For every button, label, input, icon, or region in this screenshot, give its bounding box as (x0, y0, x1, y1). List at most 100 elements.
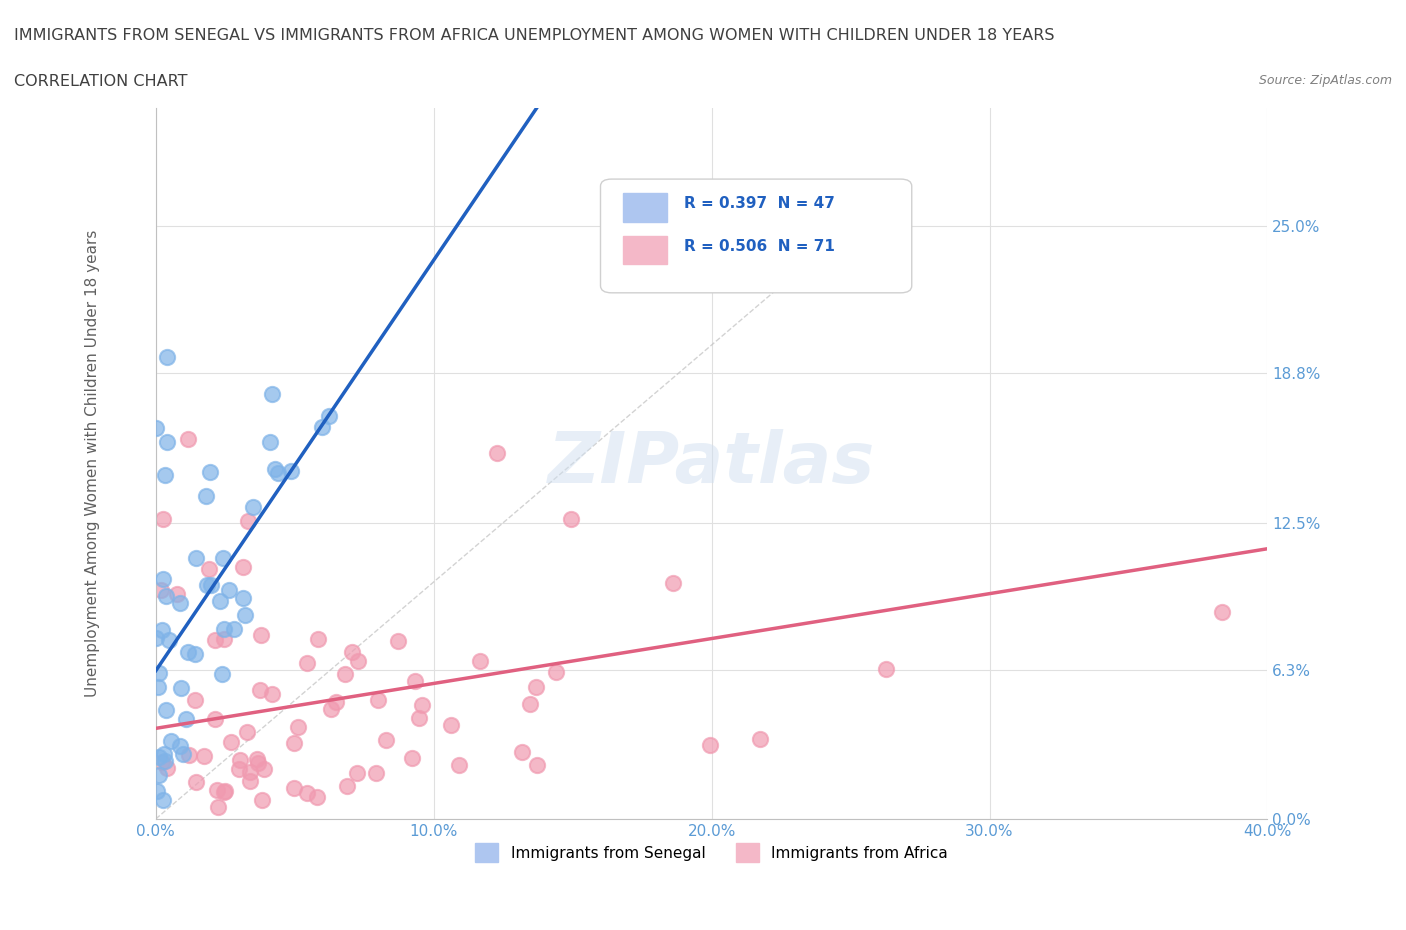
Point (145, 420, 167, 435)
Point (233, 607, 256, 622)
Point (336, 778, 359, 793)
Point (174, 711, 197, 726)
Point (307, 631, 329, 646)
Point (211, 667, 233, 682)
Point (155, 702, 177, 717)
Point (172, 746, 194, 761)
Y-axis label: Unemployment Among Women with Children Under 18 years: Unemployment Among Women with Children U… (86, 230, 100, 698)
Point (242, 500, 264, 515)
Point (283, 736, 305, 751)
Point (287, 719, 309, 734)
Point (526, 758, 548, 773)
Point (280, 464, 302, 479)
Point (211, 551, 233, 565)
Point (207, 800, 229, 815)
Point (145, 631, 167, 645)
Point (212, 621, 235, 636)
Point (184, 693, 207, 708)
Point (1284, 290, 1306, 305)
Point (447, 758, 470, 773)
Point (319, 702, 342, 717)
Point (169, 738, 191, 753)
Point (239, 765, 262, 780)
Point (232, 560, 254, 575)
Point (249, 683, 271, 698)
Point (297, 656, 319, 671)
Point (218, 582, 240, 597)
Point (228, 762, 250, 777)
Point (177, 432, 200, 446)
Point (367, 693, 389, 708)
Point (204, 632, 226, 647)
Point (305, 790, 328, 804)
Point (544, 664, 567, 679)
Point (519, 697, 541, 711)
Point (184, 646, 207, 661)
Point (195, 578, 218, 592)
Point (311, 420, 333, 435)
Text: R = 0.506  N = 71: R = 0.506 N = 71 (683, 239, 835, 254)
Point (411, 698, 433, 712)
FancyBboxPatch shape (600, 179, 911, 293)
Point (155, 753, 177, 768)
Point (408, 711, 430, 725)
Point (524, 680, 547, 695)
Point (748, 732, 770, 747)
Point (214, 784, 236, 799)
Point (246, 756, 269, 771)
Point (200, 578, 222, 592)
Point (153, 746, 176, 761)
Text: IMMIGRANTS FROM SENEGAL VS IMMIGRANTS FROM AFRICA UNEMPLOYMENT AMONG WOMEN WITH : IMMIGRANTS FROM SENEGAL VS IMMIGRANTS FR… (14, 28, 1054, 43)
Point (186, 551, 208, 565)
Point (148, 665, 170, 680)
Point (152, 512, 174, 526)
Point (250, 627, 273, 642)
Text: ZIPatlas: ZIPatlas (548, 429, 876, 498)
Point (346, 654, 368, 669)
Point (260, 686, 283, 701)
Point (401, 751, 423, 765)
Point (148, 750, 170, 764)
Point (214, 631, 236, 646)
Point (198, 465, 221, 480)
Point (283, 780, 305, 795)
Point (155, 350, 177, 365)
Text: CORRELATION CHART: CORRELATION CHART (14, 74, 187, 89)
Point (404, 673, 426, 688)
FancyBboxPatch shape (623, 236, 668, 264)
Point (177, 644, 200, 659)
Point (148, 679, 170, 694)
Point (208, 593, 231, 608)
Point (205, 782, 228, 797)
Point (166, 587, 188, 602)
Point (333, 667, 356, 682)
Point (236, 513, 259, 528)
Point (232, 591, 254, 605)
Point (560, 512, 582, 526)
Point (153, 468, 176, 483)
Point (267, 466, 290, 481)
Point (146, 783, 169, 798)
Point (194, 488, 217, 503)
Text: Source: ZipAtlas.com: Source: ZipAtlas.com (1258, 74, 1392, 87)
Point (259, 434, 281, 449)
Point (219, 735, 242, 750)
Point (699, 737, 721, 752)
Point (155, 589, 177, 604)
Legend: Immigrants from Senegal, Immigrants from Africa: Immigrants from Senegal, Immigrants from… (470, 837, 953, 868)
Point (160, 733, 183, 748)
Point (875, 661, 897, 676)
Point (246, 751, 269, 766)
Point (198, 562, 221, 577)
Point (325, 694, 347, 709)
Point (222, 622, 245, 637)
Point (156, 761, 179, 776)
FancyBboxPatch shape (623, 193, 668, 221)
Point (318, 409, 340, 424)
Point (1211, 604, 1233, 619)
Text: R = 0.397  N = 47: R = 0.397 N = 47 (683, 196, 835, 211)
Point (229, 752, 252, 767)
Point (184, 775, 207, 790)
Point (387, 633, 409, 648)
Point (262, 387, 284, 402)
